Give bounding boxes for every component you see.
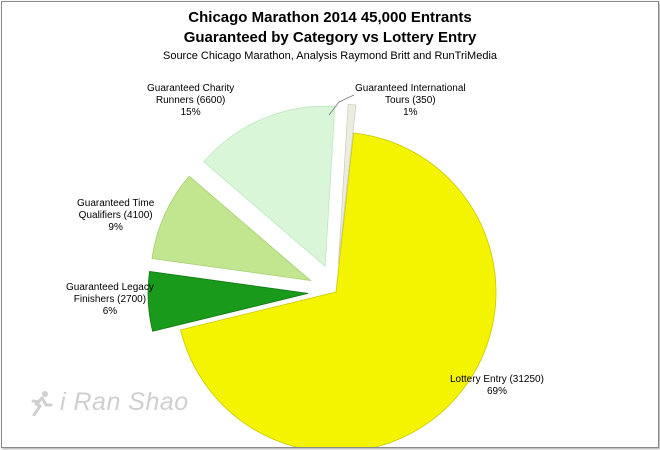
label-charity-line-1: Guaranteed Charity — [147, 83, 235, 94]
label-legacy-pct: 6% — [102, 306, 118, 317]
watermark-text: i Ran Shao — [60, 388, 189, 416]
label-time-line-1: Guaranteed Time — [77, 198, 155, 209]
slice-time-qualifiers — [151, 175, 312, 282]
label-charity-runners: Guaranteed Charity Runners (6600) 15% — [147, 83, 234, 119]
label-time-pct: 9% — [108, 222, 123, 233]
slice-lottery-entry — [180, 132, 497, 447]
label-international-line-2: Tours (350) — [385, 95, 436, 106]
label-international-tours: Guaranteed International Tours (350) 1% — [355, 83, 466, 119]
label-lottery-entry: Lottery Entry (31250) 69% — [450, 374, 544, 398]
label-legacy-line-2: Finishers (2700) — [73, 294, 147, 305]
slice-legacy-finishers — [147, 270, 309, 332]
label-lottery-entry-pct: 69% — [486, 386, 507, 397]
label-lottery-entry-name: Lottery Entry (31250) — [450, 374, 544, 385]
label-charity-pct: 15% — [180, 107, 201, 118]
label-time-qualifiers: Guaranteed Time Qualifiers (4100) 9% — [77, 198, 154, 234]
label-legacy-line-1: Guaranteed Legacy — [66, 282, 154, 293]
label-international-line-1: Guaranteed International — [355, 83, 466, 94]
chart-subtitle: Source Chicago Marathon, Analysis Raymon… — [162, 50, 498, 62]
slice-charity-runners — [203, 105, 336, 268]
label-international-pct: 1% — [403, 107, 418, 118]
slice-international-tours — [337, 103, 357, 265]
watermark: i Ran Shao — [28, 388, 189, 417]
label-legacy-finishers: Guaranteed Legacy Finishers (2700) 6% — [66, 282, 154, 318]
label-time-line-2: Qualifiers (4100) — [78, 210, 153, 221]
leader-line-international — [328, 94, 355, 116]
chart-title-line-2: Guaranteed by Category vs Lottery Entry — [183, 29, 477, 46]
chart-title: Chicago Marathon 2014 45,000 Entrants — [188, 9, 472, 26]
runner-logo-icon — [31, 390, 53, 416]
label-charity-line-2: Runners (6600) — [155, 95, 226, 106]
